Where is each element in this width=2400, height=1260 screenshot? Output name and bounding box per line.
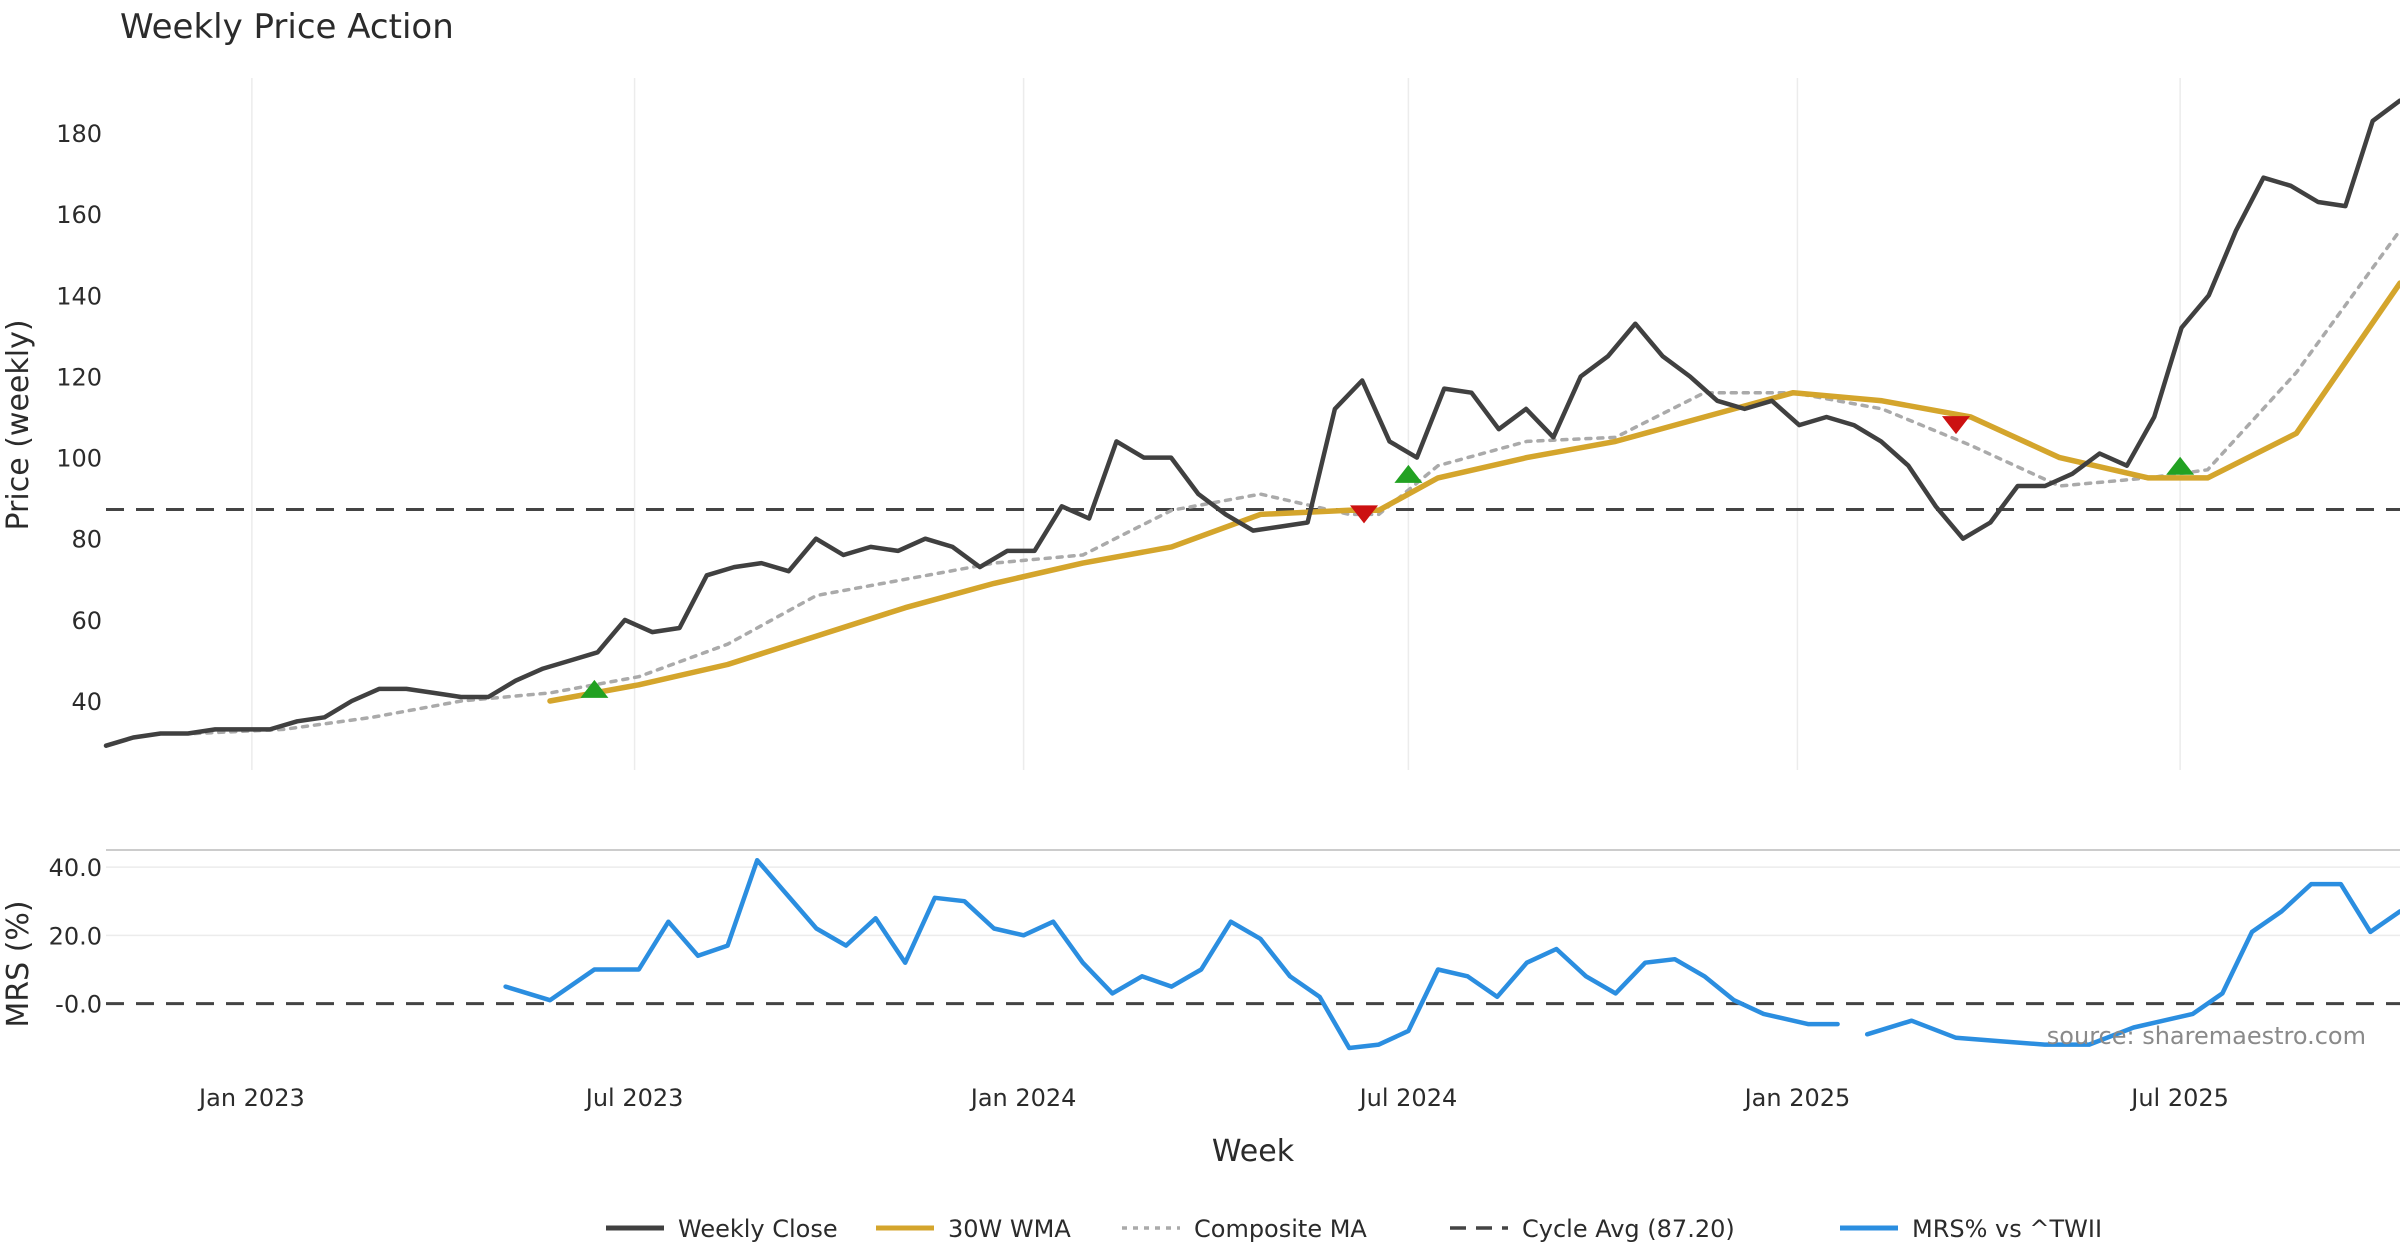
x-tick: Jan 2023 — [197, 1084, 305, 1112]
price-y-tick: 180 — [56, 120, 102, 148]
sell-signal-marker — [1350, 505, 1378, 524]
price-y-tick: 100 — [56, 445, 102, 473]
price-y-tick: 60 — [71, 607, 102, 635]
price-y-tick: 80 — [71, 526, 102, 554]
price-y-axis-label: Price (weekly) — [1, 319, 36, 530]
price-y-ticks: 40 60 80 100 120 140 160 180 — [56, 120, 102, 716]
mrs-y-tick: 20.0 — [49, 922, 102, 950]
legend-label-weekly-close: Weekly Close — [678, 1215, 838, 1243]
price-lines — [103, 98, 2400, 748]
buy-signal-marker — [2166, 456, 2195, 475]
signals — [580, 416, 2195, 698]
x-ticks: Jan 2023 Jul 2023 Jan 2024 Jul 2024 Jan 2025… — [197, 1084, 2229, 1112]
mrs-line — [1864, 881, 2400, 1047]
mrs-grid — [106, 866, 2400, 937]
weekly-close-line — [103, 98, 2400, 748]
x-tick: Jan 2024 — [969, 1084, 1077, 1112]
buy-signal-marker — [1394, 464, 1423, 483]
buy-signal-marker — [580, 679, 609, 698]
x-tick: Jul 2025 — [2129, 1084, 2229, 1112]
x-tick: Jan 2025 — [1743, 1084, 1851, 1112]
composite-ma-line — [193, 228, 2400, 736]
mrs-y-tick: -0.0 — [55, 991, 102, 1019]
source-note: source: sharemaestro.com — [2047, 1022, 2366, 1050]
x-tick: Jul 2023 — [584, 1084, 684, 1112]
legend-label-30w-wma: 30W WMA — [948, 1215, 1071, 1243]
mrs-y-ticks: -0.0 20.0 40.0 — [49, 854, 102, 1019]
price-y-tick: 160 — [56, 201, 102, 229]
mrs-line — [503, 857, 1840, 1051]
mrs-lines — [106, 857, 2400, 1051]
legend-label-composite-ma: Composite MA — [1194, 1215, 1367, 1243]
legend: Weekly Close 30W WMA Composite MA Cycle Avg… — [606, 1215, 2102, 1243]
x-axis-label: Week — [1212, 1134, 1295, 1169]
30w-wma-line — [547, 280, 2400, 704]
x-tick: Jul 2024 — [1358, 1084, 1458, 1112]
chart-title: Weekly Price Action — [120, 7, 454, 47]
price-y-tick: 40 — [71, 688, 102, 716]
sell-signal-marker — [1942, 416, 1970, 435]
price-grid — [251, 78, 2181, 770]
mrs-y-axis-label: MRS (%) — [1, 900, 36, 1027]
price-y-tick: 140 — [56, 282, 102, 310]
legend-label-mrs-vs-twii: MRS% vs ^TWII — [1912, 1215, 2102, 1243]
price-y-tick: 120 — [56, 363, 102, 391]
legend-label-cycle-avg-87-20: Cycle Avg (87.20) — [1522, 1215, 1735, 1243]
mrs-y-tick: 40.0 — [49, 854, 102, 882]
